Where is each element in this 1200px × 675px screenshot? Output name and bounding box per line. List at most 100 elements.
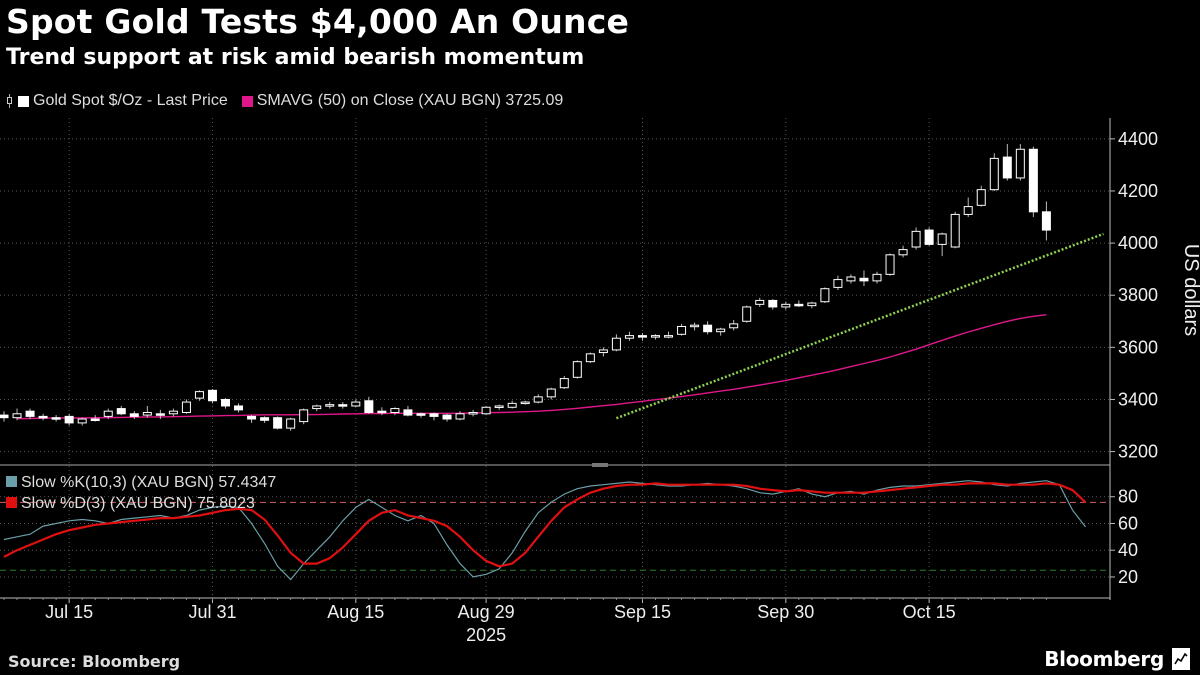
candle-body-63: [820, 288, 830, 303]
x-year-label: 2025: [466, 625, 506, 645]
candle-body-16: [207, 389, 217, 402]
osc-legend-label-0: Slow %K(10,3) (XAU BGN) 57.4347: [21, 474, 276, 491]
candle-body-53: [690, 324, 700, 328]
candle-body-70: [911, 230, 921, 248]
y-tick-label-6: 4400: [1118, 129, 1158, 149]
candle-body-33: [429, 413, 439, 417]
candlestick-icon: [6, 94, 14, 108]
y-tick-label-2: 3600: [1118, 337, 1158, 357]
candle-body-59: [768, 299, 778, 308]
brand-logo: Bloomberg: [1044, 646, 1190, 672]
candle-body-47: [611, 337, 621, 351]
legend-swatch-sma: [241, 95, 253, 107]
x-tick-label-4: Sep 15: [614, 602, 671, 622]
candle-body-80: [1041, 211, 1051, 231]
osc-legend-series-value-1: 75.8023: [193, 495, 255, 512]
brand-name: Bloomberg: [1044, 647, 1164, 671]
osc-legend-swatch-1: [6, 497, 17, 508]
candle-body-7: [90, 418, 100, 421]
candle-body-69: [898, 249, 908, 256]
main-legend: Gold Spot $/Oz - Last Price SMAVG (50) o…: [6, 90, 577, 112]
candle-body-29: [377, 410, 387, 414]
x-tick-label-1: Jul 31: [188, 602, 236, 622]
osc-legend-series-value-0: 57.4347: [214, 474, 276, 491]
candle-body-73: [950, 213, 960, 248]
candle-body-54: [703, 324, 713, 333]
candle-body-22: [286, 418, 296, 429]
candle-body-41: [533, 396, 543, 403]
candle-body-3: [38, 415, 48, 419]
candle-body-67: [872, 273, 882, 282]
candle-body-52: [677, 325, 687, 335]
y-tick-label-0: 3200: [1118, 442, 1158, 462]
candle-body-39: [507, 402, 517, 408]
osc-y-tick-label-2: 60: [1118, 513, 1138, 533]
candle-body-20: [260, 417, 270, 421]
candle-body-34: [442, 414, 452, 420]
candle-body-10: [129, 413, 139, 417]
slow-d-line: [3, 482, 1087, 568]
candle-body-24: [312, 405, 322, 410]
candle-body-50: [651, 335, 660, 338]
candle-body-44: [572, 361, 582, 378]
candle-body-49: [637, 335, 647, 338]
candle-body-40: [520, 401, 530, 405]
x-tick-label-2: Aug 15: [327, 602, 384, 622]
candle-body-19: [247, 415, 257, 420]
candle-body-6: [77, 418, 87, 424]
candle-body-5: [64, 415, 74, 424]
candle-body-68: [885, 254, 895, 275]
candle-body-58: [755, 299, 765, 305]
legend-item-price: Gold Spot $/Oz - Last Price: [6, 92, 228, 110]
candle-body-61: [794, 303, 804, 307]
legend-label-sma: SMAVG (50) on Close (XAU BGN) 3725.09: [256, 92, 564, 109]
candle-body-74: [963, 206, 973, 215]
candle-body-11: [142, 411, 152, 416]
candle-body-35: [455, 413, 465, 420]
legend-item-sma: SMAVG (50) on Close (XAU BGN) 3725.09: [241, 92, 564, 110]
legend-label-price: Gold Spot $/Oz - Last Price: [33, 92, 228, 109]
candle-body-12: [155, 413, 165, 416]
candle-body-30: [390, 408, 400, 413]
candle-body-18: [234, 405, 244, 411]
sma-line: [16, 314, 1047, 420]
osc-legend-series-name-1: Slow %D(3) (XAU BGN): [21, 495, 193, 512]
candle-body-76: [989, 157, 999, 191]
y-tick-label-4: 4000: [1118, 233, 1158, 253]
y-tick-label-5: 4200: [1118, 181, 1158, 201]
candle-body-57: [742, 306, 752, 322]
candle-body-62: [807, 302, 817, 307]
candle-body-17: [221, 398, 231, 407]
osc-legend-label-1: Slow %D(3) (XAU BGN) 75.8023: [21, 495, 255, 512]
legend-swatch-price: [18, 95, 29, 107]
panel-divider-handle: [592, 463, 608, 467]
candle-body-79: [1028, 148, 1038, 213]
chart-subtitle: Trend support at risk amid bearish momen…: [6, 45, 585, 70]
candle-body-27: [351, 401, 361, 407]
candle-body-14: [181, 401, 191, 413]
source-note: Source: Bloomberg: [8, 652, 181, 671]
candle-body-64: [833, 279, 843, 288]
x-tick-label-3: Aug 29: [458, 602, 515, 622]
candle-body-42: [546, 388, 556, 398]
candle-body-45: [585, 353, 595, 363]
candle-body-72: [937, 233, 947, 245]
candle-body-60: [781, 303, 791, 308]
candle-body-48: [624, 335, 634, 339]
candle-body-8: [103, 410, 113, 417]
candle-body-0: [0, 414, 9, 419]
candle-body-78: [1015, 148, 1025, 179]
candle-body-21: [273, 417, 283, 429]
candle-body-23: [299, 409, 309, 423]
candle-body-77: [1002, 156, 1012, 179]
candle-body-71: [924, 229, 934, 245]
candle-body-1: [12, 413, 22, 419]
candle-body-66: [859, 277, 869, 282]
candle-body-13: [168, 410, 178, 415]
candle-body-9: [116, 408, 126, 415]
candle-body-55: [716, 328, 726, 333]
osc-legend-series-name-0: Slow %K(10,3) (XAU BGN): [21, 474, 214, 491]
candle-body-15: [194, 391, 204, 399]
osc-legend-swatch-0: [6, 476, 17, 487]
